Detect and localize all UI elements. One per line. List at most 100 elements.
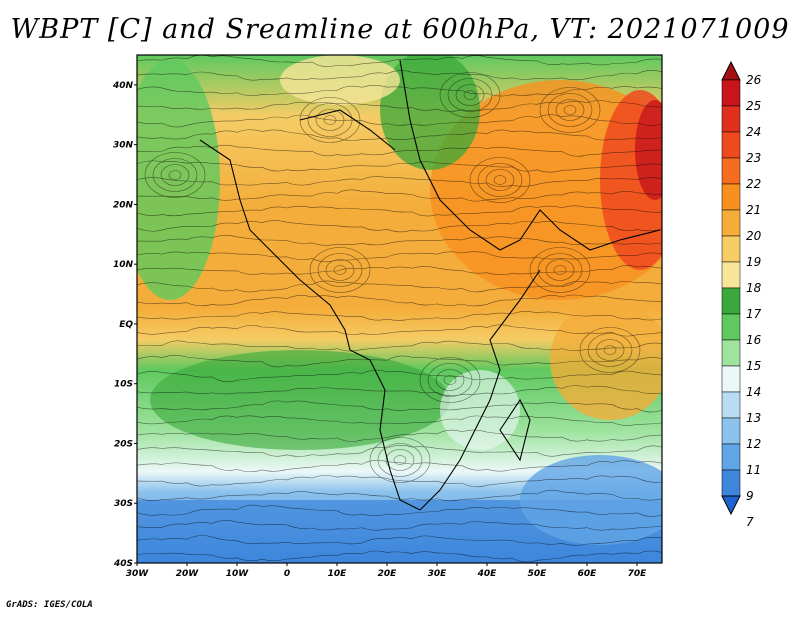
streamline <box>137 520 662 531</box>
lat-label: 20S <box>114 439 133 449</box>
streamline <box>137 114 662 128</box>
streamline-swirl <box>309 247 371 293</box>
colorbar-swatch <box>721 443 741 471</box>
colorbar-label: 18 <box>746 281 762 295</box>
streamline <box>137 85 662 97</box>
streamline-swirl <box>369 437 431 483</box>
streamline <box>137 160 662 173</box>
streamline <box>137 340 662 352</box>
streamline <box>137 189 662 202</box>
lon-label: 60E <box>578 569 598 579</box>
streamline-swirl <box>485 169 515 191</box>
streamline <box>137 550 662 563</box>
streamline <box>137 311 662 321</box>
colorbar-swatch <box>721 105 741 133</box>
lat-label: 10N <box>113 260 134 270</box>
colorbar-swatch <box>721 469 741 497</box>
colorbar-label: 23 <box>746 151 761 165</box>
streamline <box>137 489 662 502</box>
streamline-swirl <box>469 157 531 203</box>
streamline-swirl <box>547 93 593 127</box>
lon-label: 30W <box>126 569 150 579</box>
streamline-swirl <box>385 449 415 471</box>
streamline-swirl <box>439 72 501 118</box>
lon-label: 0 <box>284 569 290 579</box>
streamline <box>137 205 662 217</box>
streamline <box>137 265 662 275</box>
streamline-swirl <box>393 455 407 465</box>
colorbar-swatch <box>721 313 741 341</box>
streamline <box>137 504 662 517</box>
colorbar-swatch <box>721 365 741 393</box>
streamline-swirl <box>168 170 182 180</box>
colorbar-swatch <box>721 339 741 367</box>
colorbar-top-arrow <box>721 60 741 81</box>
streamline <box>137 369 662 383</box>
longitude-labels: 30W 20W 10W 0 10E 20E 30E 40E 50E 60E 70E <box>126 563 647 579</box>
streamline-swirl <box>152 158 198 192</box>
colorbar-label: 15 <box>746 359 761 373</box>
streamline-swirl <box>325 259 355 281</box>
streamlines <box>137 55 662 563</box>
lon-label: 10E <box>328 569 348 579</box>
streamline <box>137 535 662 546</box>
lat-label: 20N <box>113 200 134 210</box>
lon-label: 70E <box>628 569 648 579</box>
streamline-swirl <box>603 345 617 355</box>
colorbar-label: 21 <box>746 203 761 217</box>
colorbar-label: 24 <box>746 125 761 139</box>
colorbar-label: 12 <box>746 437 761 451</box>
coastlines <box>199 59 661 511</box>
lat-label: 10S <box>114 380 133 390</box>
lat-label: 40S <box>113 559 133 569</box>
lon-label: 50E <box>528 569 548 579</box>
colorbar-swatch <box>721 261 741 289</box>
wbpt-field <box>137 55 662 563</box>
colorbar-label: 19 <box>746 255 761 269</box>
colorbar-bottom-arrow <box>721 495 741 516</box>
colorbar-swatch <box>721 417 741 445</box>
lon-label: 40E <box>477 569 498 579</box>
streamline-swirl <box>555 99 585 121</box>
streamline-swirl <box>144 152 206 198</box>
streamline <box>137 280 662 293</box>
streamline-swirl <box>537 253 583 287</box>
colorbar-swatch <box>721 157 741 185</box>
streamline <box>137 385 662 397</box>
streamline <box>137 475 662 488</box>
chart-title: WBPT [C] and Sreamline at 600hPa, VT: 20… <box>10 14 790 45</box>
streamline-swirl <box>427 363 473 397</box>
colorbar-swatch <box>721 79 741 107</box>
streamline-swirl <box>545 259 575 281</box>
streamline <box>137 415 662 426</box>
colorbar-label: 7 <box>746 515 754 529</box>
streamline <box>137 251 662 263</box>
map-frame <box>136 54 663 564</box>
streamline <box>137 100 662 112</box>
streamline-swirl <box>315 109 345 131</box>
lon-label: 20E <box>378 569 398 579</box>
streamline <box>137 459 662 473</box>
latitude-labels: 40N 30N 20N 10N EQ 10S 20S 30S 40S <box>112 81 137 569</box>
streamline-swirl <box>317 253 363 287</box>
colorbar-label: 25 <box>746 99 761 113</box>
streamline-swirl <box>539 87 601 133</box>
lat-label: 30S <box>114 499 133 509</box>
streamline <box>137 144 662 157</box>
streamline-swirl <box>529 247 591 293</box>
colorbar-label: 16 <box>746 333 762 347</box>
streamline <box>137 129 662 141</box>
streamline <box>137 176 662 187</box>
colorbar-label: 9 <box>746 489 754 503</box>
colorbar: 26 25 24 23 22 21 20 19 18 17 16 15 14 13 12 11 9 7 <box>721 60 762 529</box>
streamline-swirl <box>493 175 507 185</box>
colorbar-label: 13 <box>746 411 761 425</box>
colorbar-swatch <box>721 391 741 419</box>
streamline <box>137 324 662 337</box>
streamline <box>137 55 662 67</box>
lat-label: EQ <box>119 320 133 330</box>
streamline <box>137 234 662 246</box>
streamline-swirl <box>587 333 633 367</box>
colorbar-label: 22 <box>746 177 761 191</box>
